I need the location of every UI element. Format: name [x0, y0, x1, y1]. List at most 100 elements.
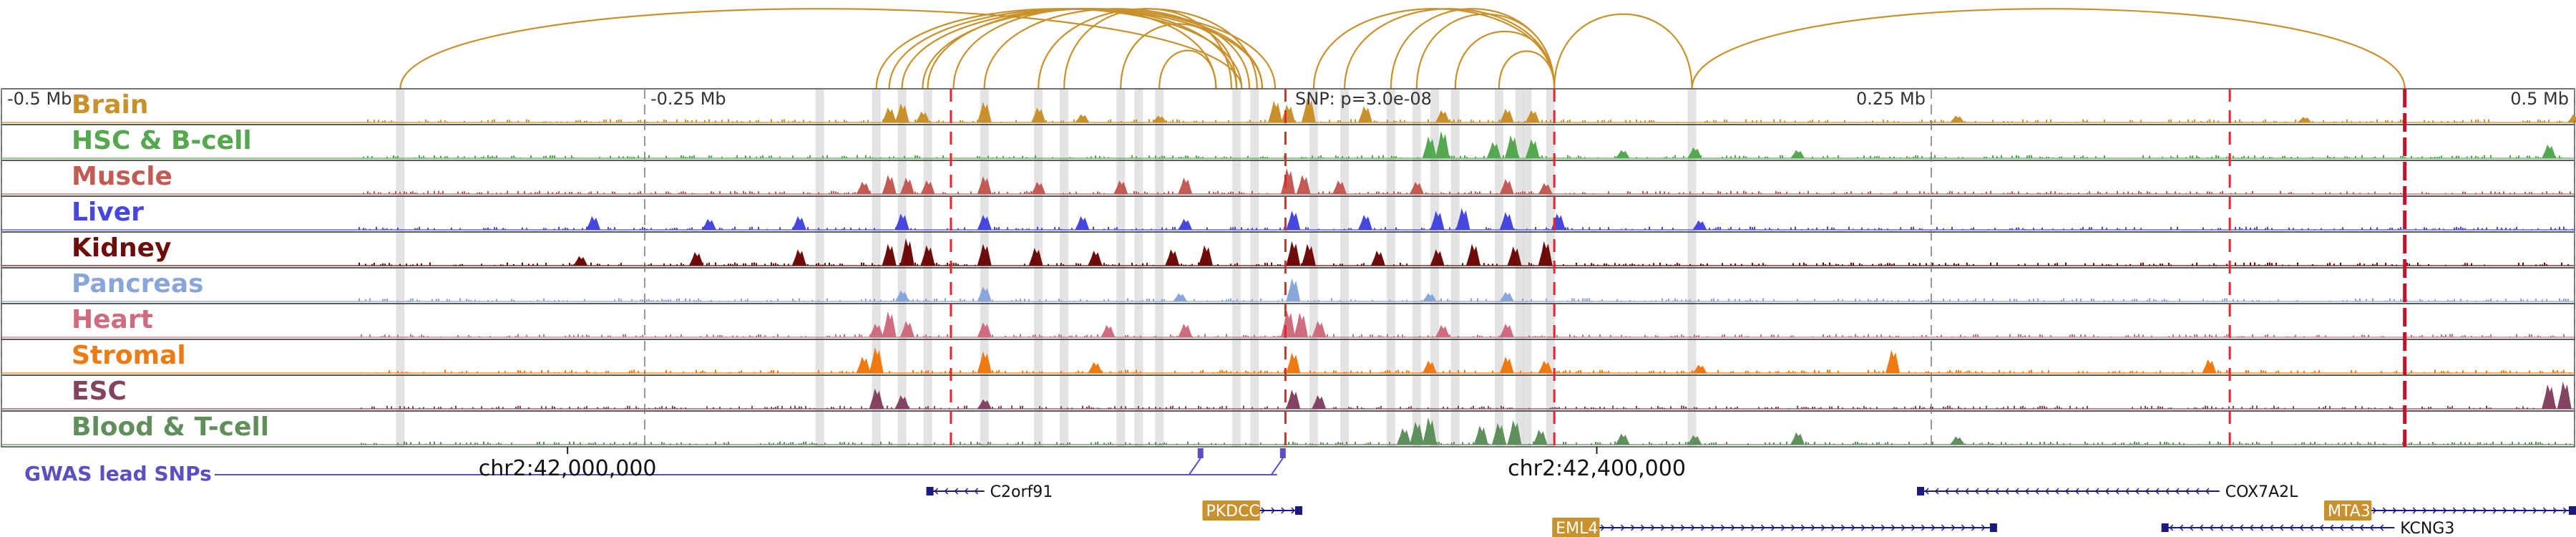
loop-arc [983, 8, 1251, 90]
gene-strand-arrow [2064, 488, 2069, 495]
track-peak [1286, 241, 1301, 266]
gene-strand-arrow [1830, 524, 1835, 531]
gene-strand-arrow [1271, 507, 1275, 514]
gene-strand-arrow [2175, 488, 2180, 495]
gene: C2orf91 [926, 483, 1053, 501]
track-peak [977, 351, 992, 373]
track-peak [1301, 97, 1316, 122]
gene-strand-arrow [2165, 488, 2170, 495]
track-peak [701, 218, 716, 230]
gene-strand-arrow [974, 488, 979, 495]
gene-strand-arrow [2422, 507, 2427, 514]
track-peak [2297, 117, 2312, 122]
gwas-snp-connector [1188, 458, 1201, 475]
track-peak [977, 399, 992, 409]
gwas-snp-connector [1270, 458, 1284, 475]
track-peak [1286, 211, 1301, 230]
gene: KCNG3 [2161, 520, 2454, 537]
track-peak [2542, 145, 2557, 158]
track-peak [1332, 180, 1347, 194]
scale-tick-label: -0.25 Mb [650, 89, 726, 109]
track-peak [1031, 181, 1046, 194]
gene-strand-arrow [1670, 524, 1675, 531]
coordinate-label: chr2:42,000,000 [479, 456, 657, 481]
gene-strand-arrow [2532, 507, 2537, 514]
gene-strand-arrow [1924, 488, 1929, 495]
track-peak [1312, 321, 1327, 337]
gene-strand-arrow [1640, 524, 1645, 531]
track-peak [1504, 135, 1519, 158]
gene-strand-arrow [2145, 488, 2150, 495]
gene-strand-arrow [1680, 524, 1685, 531]
gene-strand-arrow [964, 488, 969, 495]
track-peak [882, 311, 897, 337]
track-peak [2567, 114, 2576, 122]
track-noise [361, 441, 2571, 445]
gene-strand-arrow [2249, 524, 2254, 531]
track-noise [367, 119, 2562, 122]
gene-label-box [1552, 518, 1600, 537]
gene-strand-arrow [1911, 524, 1916, 531]
gene-track: C2orf91 PKDCC COX7A2L EML4 MTA3 KCNG3 [926, 483, 2576, 537]
loop-arc [1691, 8, 2406, 90]
track: Blood & T-cell [1, 410, 2575, 448]
gene-strand-arrow [2195, 488, 2200, 495]
track-peak [894, 103, 909, 122]
track-peak [1396, 428, 1411, 445]
gene-strand-arrow [2135, 488, 2140, 495]
gene-strand-arrow [2492, 507, 2497, 514]
track-peak [1031, 107, 1046, 122]
track-label: Pancreas [72, 269, 204, 299]
gene-label-box [2324, 500, 2372, 521]
track-peak [1507, 246, 1522, 266]
gene-strand-arrow [1971, 524, 1976, 531]
gene-strand-arrow [1291, 507, 1295, 514]
gene-strand-arrow [2209, 524, 2214, 531]
gene-strand-arrow [2205, 488, 2210, 495]
track-peak [920, 180, 935, 194]
track-label: HSC & B-cell [72, 126, 252, 155]
track-peak [1075, 216, 1090, 230]
track-peak [1268, 100, 1283, 122]
track-peak [1687, 147, 1702, 158]
loop-arc [1553, 13, 1693, 90]
track-peak [1113, 180, 1128, 194]
track-peak [1949, 436, 1964, 445]
track-peak [856, 357, 871, 373]
gene-strand-arrow [2289, 524, 2294, 531]
gene-strand-arrow [2552, 507, 2557, 514]
gene-strand-arrow [1740, 524, 1745, 531]
track-peak [1198, 245, 1213, 266]
gene-exon [1989, 523, 1997, 532]
track-label: Liver [72, 198, 144, 227]
track-peak [894, 213, 909, 230]
gene-strand-arrow [1810, 524, 1815, 531]
track-peak [1409, 181, 1424, 194]
gene-strand-arrow [2522, 507, 2527, 514]
gene-strand-arrow [2094, 488, 2099, 495]
gene-strand-arrow [2319, 524, 2324, 531]
track-peak [977, 322, 992, 337]
loop-arc [1344, 8, 1556, 90]
gene-strand-arrow [2229, 524, 2234, 531]
gene-strand-arrow [1890, 524, 1896, 531]
track-peak [1172, 293, 1187, 301]
track-peak [1507, 420, 1522, 445]
gene-strand-arrow [2369, 524, 2374, 531]
gene: PKDCC [1202, 500, 1302, 521]
gene-strand-arrow [2382, 507, 2387, 514]
gene-strand-arrow [1610, 524, 1615, 531]
track-peak [1455, 208, 1470, 230]
track-peak [869, 347, 884, 373]
gene-strand-arrow [1710, 524, 1715, 531]
gene-strand-arrow [1994, 488, 1999, 495]
gene-strand-arrow [1934, 488, 1939, 495]
track-peak [1286, 278, 1301, 301]
gene-strand-arrow [1690, 524, 1695, 531]
track-peak [1301, 243, 1316, 266]
gene-strand-arrow [1750, 524, 1755, 531]
gene-strand-arrow [2432, 507, 2437, 514]
loop-arc [1390, 8, 1556, 90]
track-peak [1790, 150, 1805, 158]
